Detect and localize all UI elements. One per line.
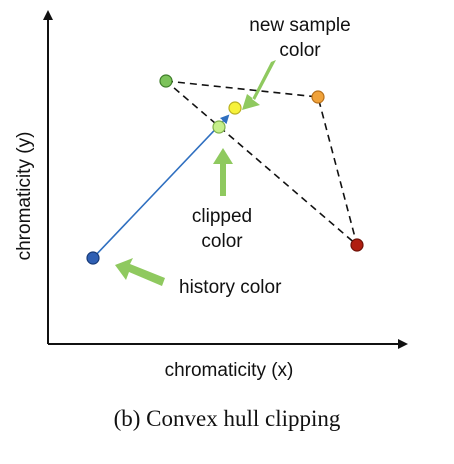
figure-caption: (b) Convex hull clipping (114, 406, 341, 431)
new-sample-callout-arrow (242, 60, 276, 110)
callouts (115, 60, 276, 286)
history-label: history color (179, 277, 282, 298)
history-to-sample-line (92, 114, 230, 259)
hull-vertex-orange (311, 90, 325, 104)
hull-vertex-green (159, 74, 173, 88)
clipped-color-point (212, 120, 226, 134)
clipped-callout-arrow (213, 148, 233, 196)
hull-vertex-red (350, 238, 364, 252)
clipped-label-line1: clipped (192, 206, 252, 227)
x-axis-label: chromaticity (x) (165, 360, 294, 381)
history-color-point (86, 251, 100, 265)
y-axis-label: chromaticity (y) (14, 132, 35, 261)
convex-hull (163, 79, 359, 248)
history-callout-arrow (115, 258, 165, 286)
new-sample-label-line1: new sample (249, 15, 350, 36)
clipped-label-line2: color (201, 231, 243, 252)
new-sample-label-line2: color (279, 40, 321, 61)
new-sample-color-point (228, 101, 242, 115)
